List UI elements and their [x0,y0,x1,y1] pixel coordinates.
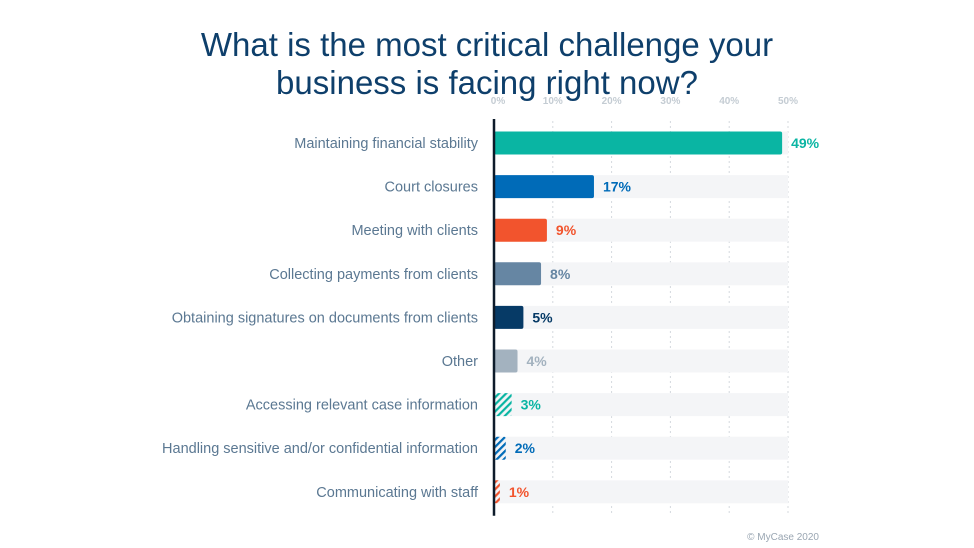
bar [494,393,512,417]
x-tick-labels: 0% 10% 20% 30% 40% 50% [491,96,798,107]
x-tick-label: 10% [543,96,563,107]
bar [494,436,506,460]
category-labels: Maintaining financial stability Court clo… [162,136,479,501]
value-label: 1% [509,484,530,500]
bar-track [494,480,788,504]
category-label: Court closures [385,180,478,196]
x-tick-label: 0% [491,96,506,107]
category-label: Collecting payments from clients [269,267,478,283]
bar-track [494,262,788,286]
bars [494,131,783,504]
x-tick-label: 20% [602,96,622,107]
chart-title-line-2: business is facing right now? [276,64,698,102]
bar-track [494,393,788,417]
bar [494,262,542,286]
category-label: Obtaining signatures on documents from c… [172,310,478,326]
bar [494,305,524,329]
value-label: 3% [521,397,542,413]
bar-track [494,349,788,373]
copyright-credit: © MyCase 2020 [747,532,819,543]
chart-title-line-1: What is the most critical challenge your [200,26,774,64]
value-label: 17% [603,179,632,195]
value-label: 49% [791,135,820,151]
x-tick-label: 50% [778,96,798,107]
value-label: 4% [527,353,548,369]
bar-track [494,436,788,460]
bar-track [494,218,788,242]
category-label: Accessing relevant case information [246,398,478,414]
value-label: 8% [550,266,571,282]
x-tick-label: 40% [719,96,739,107]
x-tick-label: 30% [660,96,680,107]
chart-title: What is the most critical challenge your… [0,26,974,102]
bar [494,349,518,373]
category-label: Meeting with clients [351,223,478,239]
value-labels: 49% 17% 9% 8% 5% 4% 3% 2% 1% [509,135,820,500]
bar [494,131,783,155]
category-label: Communicating with staff [316,485,479,501]
category-label: Other [442,354,478,370]
bar-track [494,305,788,329]
category-label: Maintaining financial stability [294,136,479,152]
value-label: 2% [515,440,536,456]
value-label: 9% [556,222,577,238]
bar [494,218,547,242]
bar [494,480,500,504]
category-label: Handling sensitive and/or confidential i… [162,441,478,457]
bar [494,175,594,199]
value-label: 5% [532,309,553,325]
